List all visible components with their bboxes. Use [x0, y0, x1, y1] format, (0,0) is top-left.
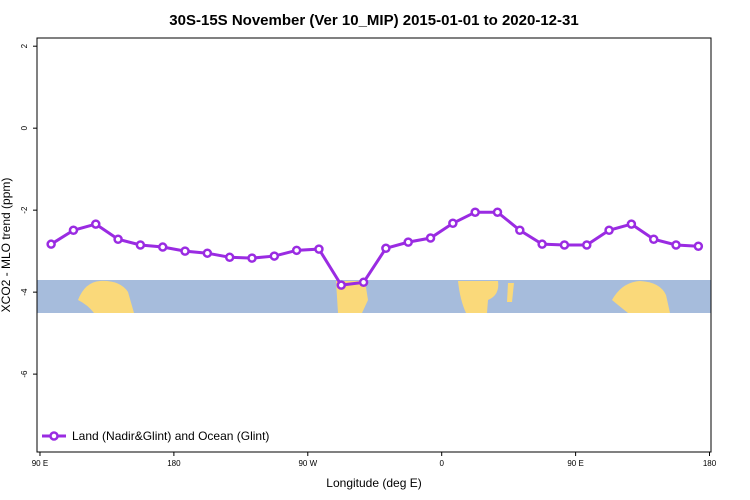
x-tick-label: 90 E	[567, 459, 583, 468]
point	[582, 240, 592, 250]
point	[448, 218, 458, 229]
point	[113, 234, 123, 245]
x-tick-label: 0	[439, 459, 444, 468]
point	[358, 277, 369, 288]
point	[381, 243, 391, 254]
point	[314, 244, 324, 254]
y-tick-label: 0	[20, 125, 29, 130]
point	[648, 234, 659, 245]
point	[604, 225, 614, 235]
x-tick-label: 90 W	[298, 459, 317, 468]
point	[224, 252, 235, 263]
point	[91, 219, 101, 229]
y-tick-label: -6	[20, 370, 29, 378]
point	[68, 225, 79, 235]
map-strip	[37, 280, 711, 313]
point	[135, 240, 146, 250]
point	[180, 246, 190, 256]
point	[46, 239, 56, 249]
point	[693, 241, 704, 251]
y-tick-label: -2	[20, 206, 29, 214]
point	[157, 242, 168, 252]
x-tick-label: 90 E	[32, 459, 48, 468]
series-line	[50, 210, 699, 287]
legend-marker	[49, 431, 59, 441]
legend-label: Land (Nadir&Glint) and Ocean (Glint)	[72, 429, 269, 443]
point	[492, 207, 503, 217]
chart-title: 30S-15S November (Ver 10_MIP) 2015-01-01…	[169, 12, 578, 29]
point	[291, 245, 302, 256]
point	[515, 225, 525, 235]
point	[269, 251, 280, 261]
point	[403, 237, 413, 247]
plot-frame	[36, 37, 712, 453]
x-tick-label: 180	[167, 459, 181, 468]
point	[470, 207, 480, 217]
y-tick-label: -4	[20, 288, 29, 296]
point	[336, 280, 347, 290]
point	[626, 219, 637, 229]
y-axis-label: XCO2 - MLO trend (ppm)	[0, 178, 13, 313]
point	[559, 240, 570, 250]
point	[537, 239, 547, 249]
y-tick-label: 2	[20, 43, 29, 48]
point	[202, 248, 213, 258]
point	[247, 253, 257, 263]
point	[425, 233, 436, 243]
point	[671, 240, 681, 250]
x-axis-label: Longitude (deg E)	[326, 476, 421, 490]
x-tick-label: 180	[703, 459, 717, 468]
